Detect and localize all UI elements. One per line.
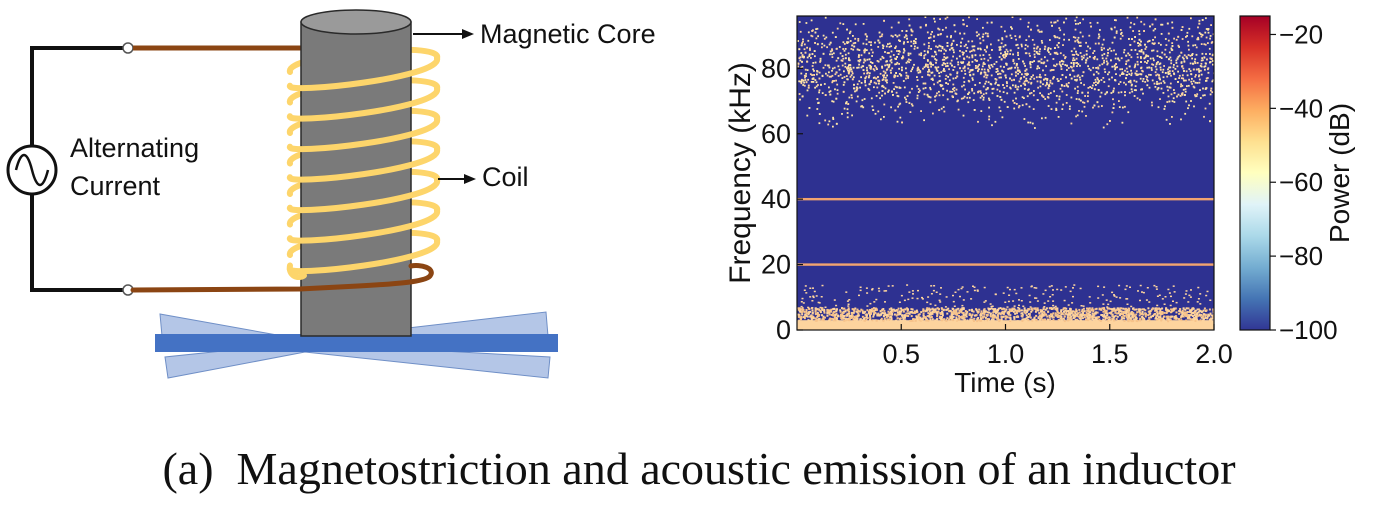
figure-caption: (a) Magnetostriction and acoustic emissi… [162,443,1235,494]
source-label-line2: Current [70,171,161,201]
core-label: Magnetic Core [480,19,656,49]
y-tick-label: 80 [761,53,791,83]
coil-arrow-head [464,174,476,184]
x-tick-label: 2.0 [1195,339,1233,369]
core-arrow-head [462,29,474,39]
coil-front [286,55,440,281]
colorbar-tick-label: −40 [1279,93,1323,123]
colorbar [1239,15,1271,331]
x-axis-label: Time (s) [954,367,1056,398]
coil-front-turn [286,146,440,183]
coil-front-turn [286,238,440,275]
sine-wave-icon [14,153,50,187]
colorbar-tick-label: −80 [1279,241,1323,271]
colorbar-ticks: −20 −40 −60 −80 −100 [1270,19,1338,345]
colorbar-tick-label: −20 [1279,19,1323,49]
y-tick-label: 40 [761,184,791,214]
tone-lines [797,197,1214,266]
coil-front-turn [286,207,440,244]
coil-tail [286,262,307,281]
colorbar-tick-label: −60 [1279,167,1323,197]
circuit-wire-black [30,46,128,292]
y-tick-label: 20 [761,250,791,280]
x-tick-label: 0.5 [882,339,920,369]
spectrogram-chart: 0.5 1.0 1.5 2.0 0 20 40 60 80 Time (s) Frequenc… [724,15,1355,398]
tone-line-40khz [797,197,1214,201]
coil-front-turn [286,55,440,92]
y-tick-label: 0 [776,315,791,345]
terminal-top [122,42,134,54]
coil-front-turn [286,85,440,122]
y-tick-label: 60 [761,119,791,149]
plate-flat [155,334,558,352]
coil-front-turn [286,116,440,153]
coil-front-turn [286,177,440,214]
x-tick-label: 1.0 [987,339,1025,369]
y-axis-label: Frequency (kHz) [724,62,757,284]
source-label-line1: Alternating [70,133,199,163]
colorbar-tick-label: −100 [1279,315,1338,345]
lead-wire-bottom [130,263,434,293]
coil-label: Coil [482,162,529,192]
tone-line-20khz [797,263,1214,266]
colorbar-label: Power (dB) [1324,103,1355,243]
inductor-diagram: Magnetic Core Coil Alternating Current [6,9,656,379]
x-tick-label: 1.5 [1091,339,1129,369]
y-ticks: 0 20 40 60 80 [761,53,803,345]
x-ticks: 0.5 1.0 1.5 2.0 [882,324,1233,369]
